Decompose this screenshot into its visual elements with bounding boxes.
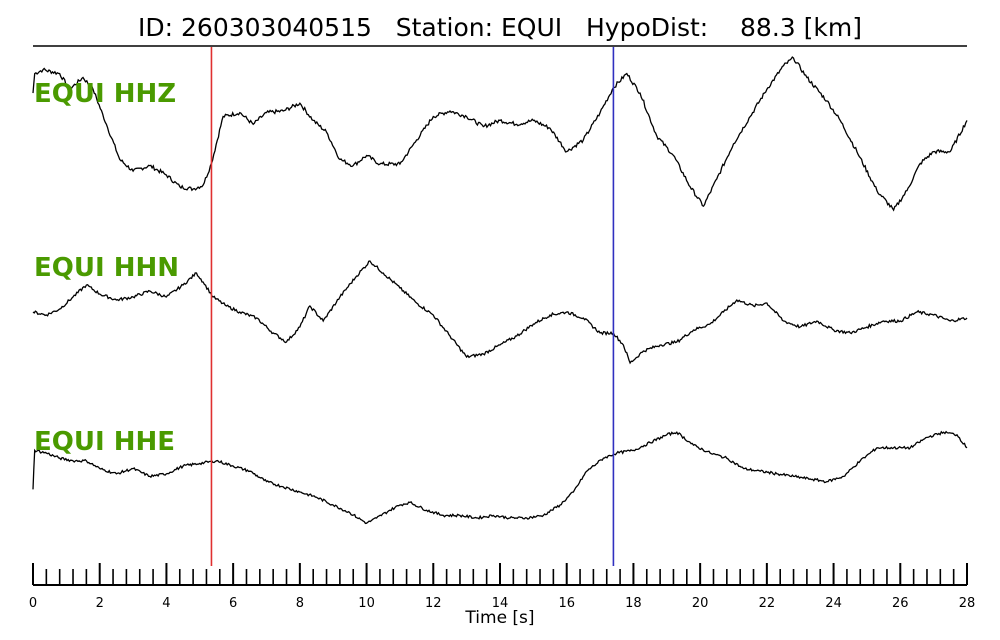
channel-label-equi-hhe: EQUI HHE: [34, 427, 175, 457]
x-tick-label: 8: [296, 596, 304, 611]
x-axis-label: Time [s]: [464, 608, 534, 628]
id-label: ID:: [138, 13, 173, 42]
x-tick-label: 0: [29, 596, 37, 611]
channel-labels: EQUI HHZ EQUI HHN EQUI HHE: [34, 79, 179, 457]
hypodist-value: 88.3: [740, 13, 796, 42]
channel-label-equi-hhz: EQUI HHZ: [34, 79, 176, 109]
x-tick-label: 20: [692, 596, 709, 611]
trace-group: [32, 56, 968, 525]
x-tick-label: 10: [358, 596, 375, 611]
trace-equi-hhe: [32, 430, 968, 525]
x-tick-label: 22: [759, 596, 776, 611]
x-tick-label: 12: [425, 596, 442, 611]
time-axis: 0 2 4 6 8 10 12 14 16 18 20 22 24 26 28: [29, 563, 975, 611]
event-id: 260303040515: [181, 13, 372, 42]
trace-equi-hhz: [32, 56, 968, 212]
x-tick-label: 14: [492, 596, 509, 611]
x-tick-label: 16: [558, 596, 575, 611]
x-tick-label: 24: [825, 596, 842, 611]
x-tick-label: 28: [959, 596, 976, 611]
trace-equi-hhn: [32, 260, 968, 365]
x-tick-label: 26: [892, 596, 909, 611]
x-tick-label: 4: [162, 596, 170, 611]
hypodist-label: HypoDist:: [586, 13, 708, 42]
station-label: Station:: [396, 13, 493, 42]
x-tick-label: 2: [96, 596, 104, 611]
hypodist-unit: [km]: [804, 13, 862, 42]
plot-title: ID: 260303040515 Station: EQUI HypoDist:…: [138, 13, 862, 42]
x-tick-label: 6: [229, 596, 237, 611]
x-tick-label: 18: [625, 596, 642, 611]
pick-lines: [210, 47, 615, 566]
channel-label-equi-hhn: EQUI HHN: [34, 253, 179, 283]
station-code: EQUI: [501, 13, 562, 42]
